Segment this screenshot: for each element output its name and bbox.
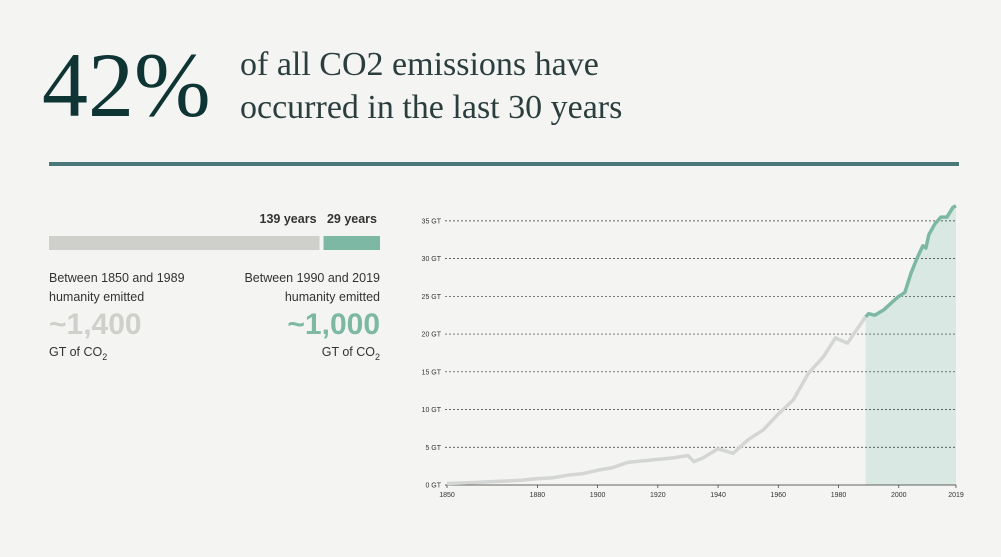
emissions-line (446, 315, 868, 486)
period-unit: GT of CO2 (322, 345, 380, 362)
y-tick-label: 0 GT (425, 483, 441, 490)
period-unit: GT of CO2 (49, 345, 107, 362)
period-text: humanity emitted (49, 290, 144, 304)
y-tick-label: 15 GT (422, 369, 442, 376)
period-bar-label: 139 years (260, 212, 317, 226)
headline-line: of all CO2 emissions have (240, 46, 599, 83)
period-bar-label: 29 years (327, 212, 377, 226)
headline-line: occurred in the last 30 years (240, 89, 622, 126)
y-tick-label: 35 GT (422, 218, 442, 225)
period-bar (49, 236, 320, 250)
unit-sub: 2 (102, 352, 107, 362)
headline-figure: 42% (42, 34, 211, 136)
x-tick-label: 1960 (771, 492, 787, 499)
y-tick-label: 25 GT (422, 294, 442, 301)
period-text: humanity emitted (285, 290, 380, 304)
emissions-line-highlight (864, 204, 957, 318)
highlight-area (865, 205, 956, 486)
x-tick-label: 1920 (650, 492, 666, 499)
period-bar (323, 236, 380, 250)
y-tick-label: 20 GT (422, 332, 442, 339)
unit: GT of CO (322, 345, 376, 359)
period-amount: ~1,000 (287, 308, 380, 341)
x-tick-label: 1900 (590, 492, 606, 499)
x-tick-label: 2000 (891, 492, 907, 499)
x-tick-label: 1850 (439, 492, 455, 499)
period-text: Between 1990 and 2019 (244, 271, 380, 285)
x-tick-label: 1940 (710, 492, 726, 499)
period-amount: ~1,400 (49, 308, 142, 341)
period-text: Between 1850 and 1989 (49, 271, 185, 285)
y-tick-label: 5 GT (425, 445, 441, 452)
y-tick-label: 10 GT (422, 407, 442, 414)
unit: GT of CO (49, 345, 103, 359)
unit-sub: 2 (375, 352, 380, 362)
x-tick-label: 1980 (831, 492, 847, 499)
y-tick-label: 30 GT (422, 256, 442, 263)
x-tick-label: 1880 (530, 492, 546, 499)
x-tick-label: 2019 (948, 492, 964, 499)
divider (49, 162, 959, 166)
